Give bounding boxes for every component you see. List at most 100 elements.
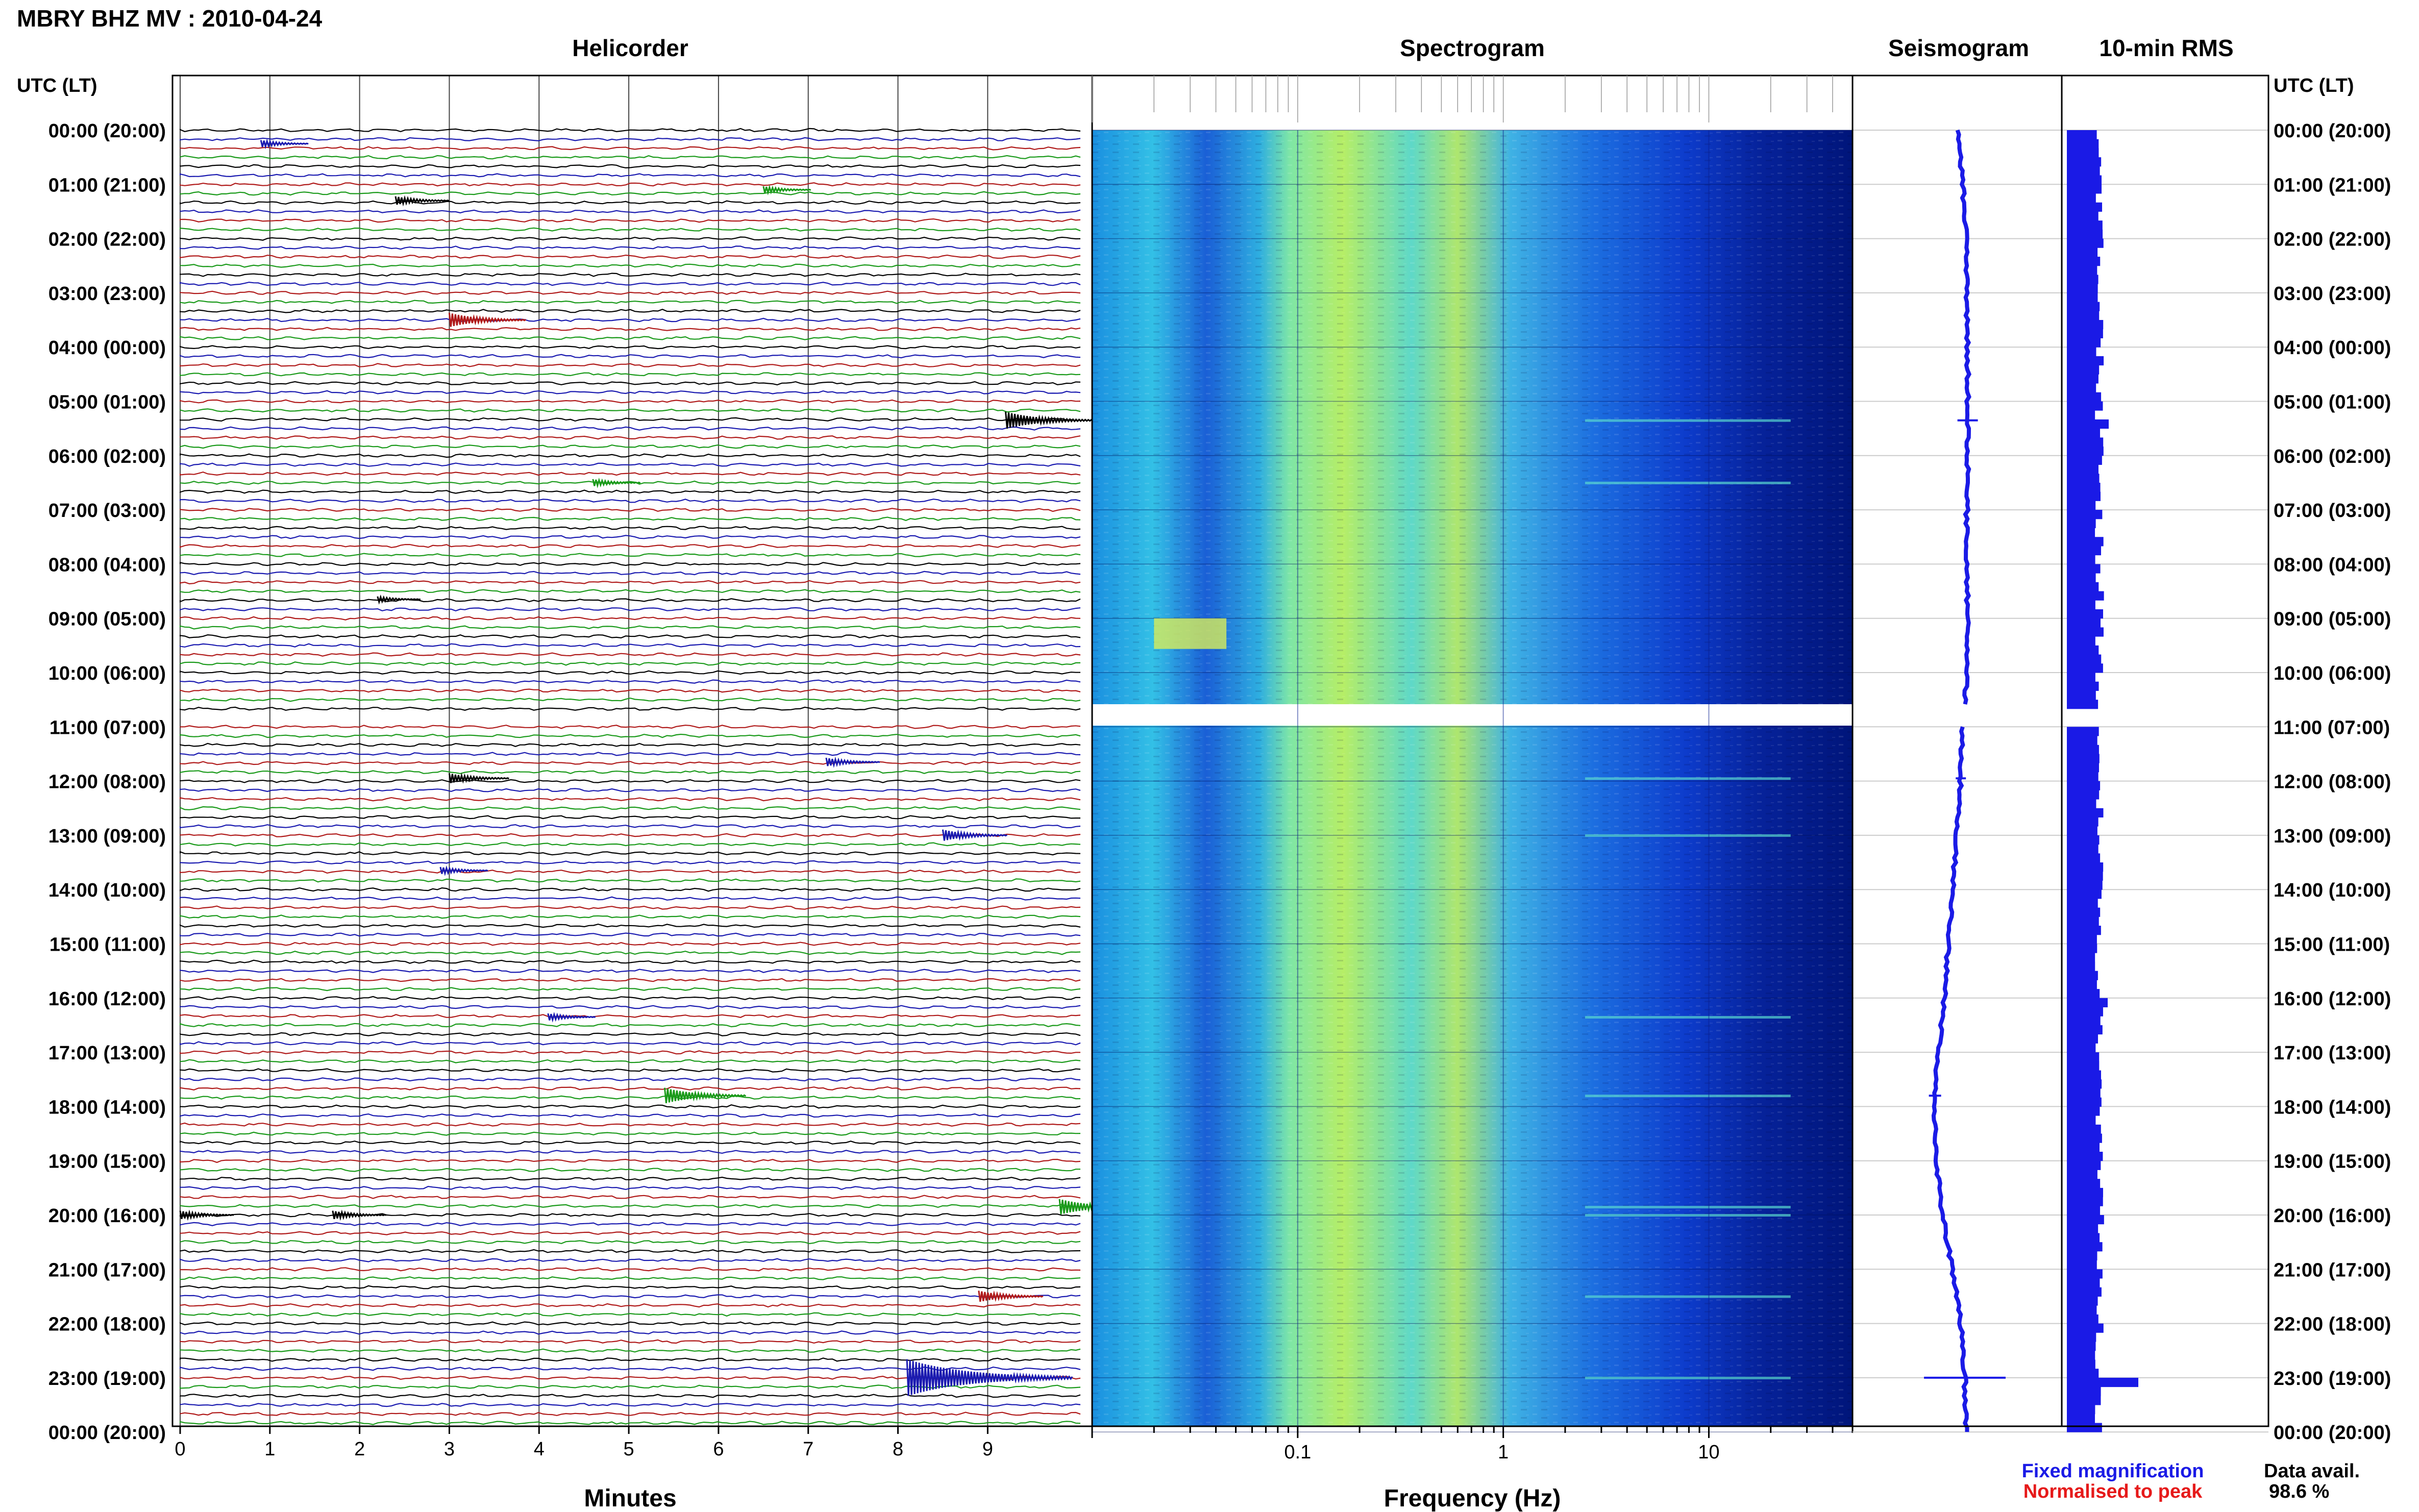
rms-bar [2067, 1088, 2101, 1098]
rms-bar [2067, 763, 2099, 773]
rms-bar [2067, 1043, 2096, 1053]
rms-bar [2067, 1296, 2098, 1306]
rms-panel [2061, 75, 2269, 1433]
rms-bar [2067, 1269, 2103, 1279]
helicorder-tick-label: 6 [713, 1439, 724, 1460]
time-label: 16:00 (12:00) [48, 988, 166, 1010]
helicorder-trace-line [179, 788, 1081, 792]
rms-bar [2067, 392, 2102, 402]
helicorder-trace-line [179, 1267, 1081, 1272]
rms-bar [2067, 944, 2097, 953]
helicorder-event [260, 138, 309, 150]
helicorder-event [439, 865, 488, 876]
time-label: 07:00 (03:00) [2274, 500, 2391, 522]
rms-bar [2067, 835, 2100, 845]
rms-bar [2067, 347, 2096, 357]
helicorder-trace-line [179, 616, 1081, 621]
helicorder-trace-line [179, 1185, 1081, 1191]
time-label: 14:00 (10:00) [2274, 880, 2391, 901]
helicorder-trace-line [179, 679, 1081, 684]
spectrogram-event-streak [1585, 419, 1791, 422]
rms-bar [2067, 166, 2100, 176]
time-label: 12:00 (08:00) [48, 772, 166, 793]
helicorder-trace-line [179, 1158, 1081, 1163]
helicorder-trace-line [179, 543, 1081, 549]
helicorder-trace-line [179, 354, 1081, 359]
helicorder-trace-line [179, 959, 1081, 964]
time-label: 22:00 (18:00) [48, 1314, 166, 1335]
rms-bar [2067, 799, 2096, 809]
helicorder-trace-line [179, 1411, 1081, 1417]
rms-bar [2067, 1242, 2103, 1252]
time-label: 10:00 (06:00) [48, 663, 166, 684]
helicorder-trace-line [179, 399, 1081, 404]
spectrogram-event-streak [1585, 1214, 1791, 1217]
helicorder-trace-line [179, 309, 1081, 313]
rms-bar [2067, 673, 2095, 682]
helicorder-trace-line [179, 1357, 1081, 1362]
helicorder-trace-line [179, 996, 1081, 1000]
time-label: 02:00 (22:00) [2274, 229, 2391, 251]
rms-bar [2067, 754, 2100, 763]
time-label: 08:00 (04:00) [48, 554, 166, 576]
rms-bar [2067, 916, 2099, 926]
rms-bar [2067, 320, 2104, 330]
rms-bar [2067, 618, 2101, 628]
rms-bar [2067, 1124, 2101, 1134]
rms-bar [2067, 600, 2095, 610]
time-label: 00:00 (20:00) [48, 120, 166, 142]
helicorder-trace-line [179, 417, 1081, 422]
helicorder-trace-line [179, 1285, 1081, 1290]
time-label: 13:00 (09:00) [48, 826, 166, 847]
spectrogram-event-streak [1585, 481, 1791, 484]
helicorder-trace-line [179, 526, 1081, 530]
rms-bar [2067, 573, 2096, 583]
rms-bar [2067, 727, 2099, 736]
rms-bar [2067, 1016, 2101, 1026]
legend-fixed-magnification: Fixed magnification [2022, 1460, 2204, 1482]
helicorder-trace-line [179, 444, 1081, 449]
helicorder-trace-line [179, 1231, 1081, 1235]
time-label: 00:00 (20:00) [2274, 120, 2391, 142]
rms-bar [2067, 211, 2099, 221]
helicorder-x-ticks: 0 1 2 3 4 5 6 7 8 9 [175, 1426, 993, 1460]
rms-bar [2067, 474, 2100, 483]
helicorder-trace-line [179, 725, 1081, 729]
rms-bar [2067, 1342, 2096, 1351]
rms-bar [2067, 582, 2099, 592]
rms-bar [2067, 745, 2099, 754]
rms-bar [2067, 1143, 2100, 1152]
rms-bar [2067, 374, 2099, 384]
helicorder-trace-line [179, 372, 1081, 377]
helicorder-trace-line [179, 499, 1081, 503]
helicorder-trace-line [179, 553, 1081, 557]
rms-bar [2067, 880, 2103, 890]
helicorder-trace-line [179, 173, 1081, 178]
helicorder-trace-line [179, 453, 1081, 458]
helicorder-trace-line [179, 1402, 1081, 1407]
rms-bar [2067, 591, 2104, 601]
helicorder-trace-line [179, 1086, 1081, 1091]
rms-bar [2067, 284, 2098, 293]
spectrogram-panel: 0.1 1 10 Frequency (Hz) [1091, 75, 1854, 1512]
helicorder-trace-line [179, 1222, 1081, 1226]
helicorder-trace-line [179, 770, 1081, 775]
data-availability-label: Data avail. [2264, 1460, 2360, 1482]
rms-bar [2067, 609, 2103, 619]
helicorder-trace-line [179, 1258, 1081, 1262]
rms-bar [2067, 1224, 2099, 1233]
helicorder-trace-line [179, 1095, 1081, 1100]
helicorder-trace-line [179, 932, 1081, 937]
rms-bar [2067, 781, 2101, 790]
rms-bar [2067, 292, 2098, 303]
helicorder-trace-line [179, 317, 1081, 323]
spectrogram-panel-title: Spectrogram [1400, 35, 1545, 61]
time-label: 18:00 (14:00) [2274, 1097, 2391, 1118]
time-label: 04:00 (00:00) [48, 337, 166, 359]
helicorder-panel: 0 1 2 3 4 5 6 7 8 9 Minutes [171, 75, 1141, 1512]
rms-bar [2067, 1377, 2138, 1387]
helicorder-event [825, 756, 880, 768]
helicorder-panel-title: Helicorder [572, 35, 688, 61]
rms-bar [2067, 139, 2099, 148]
